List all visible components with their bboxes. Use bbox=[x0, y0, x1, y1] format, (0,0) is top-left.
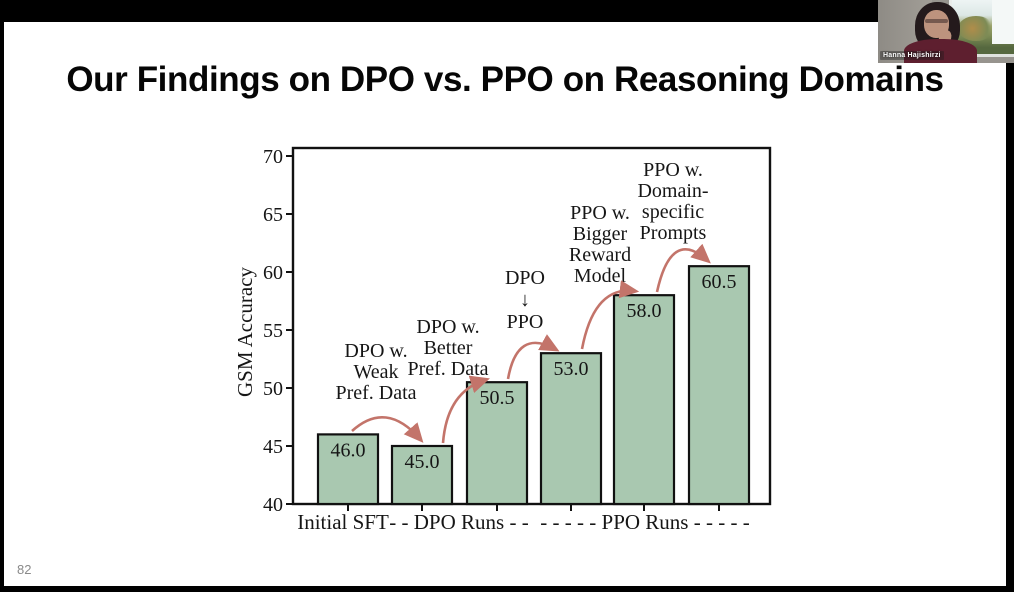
improvement-arrow bbox=[580, 280, 640, 350]
improvement-arrow bbox=[351, 416, 424, 443]
bar bbox=[465, 381, 529, 506]
bar-value-label: 45.0 bbox=[405, 451, 440, 473]
improvement-arrow bbox=[655, 243, 711, 293]
annotation-label: PPO w. Bigger Reward Model bbox=[569, 202, 631, 287]
bar bbox=[612, 294, 676, 506]
bar-value-label: 58.0 bbox=[627, 300, 662, 322]
y-tick-label: 55 bbox=[263, 320, 283, 342]
y-axis-title: GSM Accuracy bbox=[233, 266, 257, 397]
y-tick-label: 60 bbox=[263, 262, 283, 284]
speaker-sweater bbox=[903, 39, 978, 63]
chart-frame bbox=[291, 146, 772, 506]
webcam-thumbnail[interactable]: Hanna Hajishirzi bbox=[878, 0, 1014, 63]
speaker-glasses bbox=[924, 18, 949, 24]
slide-page-number: 82 bbox=[17, 562, 32, 577]
x-axis-group-label: - - DPO Runs - - bbox=[389, 510, 528, 534]
bar-value-label: 60.5 bbox=[702, 271, 737, 293]
annotation-label: DPO w. Weak Pref. Data bbox=[335, 340, 416, 404]
participant-name-label: Hanna Hajishirzi bbox=[880, 51, 944, 60]
x-axis-group-label: - - - - - PPO Runs - - - - - bbox=[540, 510, 749, 534]
annotation-label: DPO ↓ PPO bbox=[505, 267, 545, 333]
y-tick-label: 65 bbox=[263, 204, 283, 226]
x-axis-group-label: Initial SFT bbox=[297, 510, 389, 534]
bar-value-label: 46.0 bbox=[331, 439, 366, 461]
webcam-trees bbox=[958, 16, 995, 41]
bar bbox=[539, 352, 603, 506]
bar-value-label: 50.5 bbox=[480, 387, 515, 409]
y-tick-label: 45 bbox=[263, 436, 283, 458]
annotation-label: DPO w. Better Pref. Data bbox=[407, 316, 488, 380]
bar-value-label: 53.0 bbox=[554, 358, 589, 380]
bar bbox=[687, 265, 751, 506]
annotation-label: PPO w. Domain-specific Prompts bbox=[637, 159, 708, 244]
bar bbox=[390, 444, 454, 506]
y-tick-label: 50 bbox=[263, 378, 283, 400]
y-tick-label: 40 bbox=[263, 494, 283, 516]
webcam-window-pane bbox=[992, 0, 1014, 45]
y-tick-label: 70 bbox=[263, 146, 283, 168]
improvement-arrow bbox=[441, 375, 490, 444]
improvement-arrow bbox=[506, 334, 560, 380]
slide-title: Our Findings on DPO vs. PPO on Reasoning… bbox=[66, 60, 944, 99]
